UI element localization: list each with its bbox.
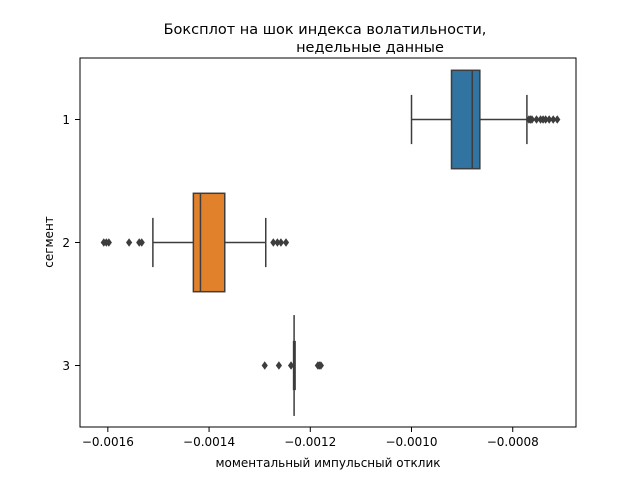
outlier-2-5	[138, 238, 145, 247]
outlier-2-9	[282, 238, 290, 247]
box-group-1	[410, 69, 561, 170]
outlier-1-9	[554, 115, 561, 124]
chart-title-line-2: недельные данные	[296, 40, 444, 56]
outlier-2-7	[274, 238, 281, 247]
outlier-3-2	[287, 361, 295, 370]
plot-content	[100, 69, 561, 416]
outlier-3-0	[261, 361, 268, 370]
outlier-2-3	[125, 238, 133, 247]
outlier-2-2	[105, 238, 112, 247]
outlier-2-6	[270, 238, 277, 247]
chart-title-line-1: Боксплот на шок индекса волатильности,	[164, 22, 487, 38]
outlier-1-6	[542, 115, 549, 124]
outlier-1-8	[550, 115, 557, 124]
box-group-2	[100, 192, 290, 293]
x-tick-label-0: −0.0016	[82, 435, 134, 449]
x-tick-label-2: −0.0012	[284, 435, 336, 449]
box-2	[192, 192, 226, 293]
outlier-3-1	[275, 361, 283, 370]
outlier-2-8	[277, 238, 285, 247]
x-axis: −0.0016 −0.0014 −0.0012 −0.0010 −0.0008	[82, 427, 539, 449]
x-axis-label: моментальный импульсный отклик	[215, 456, 440, 470]
outlier-1-2	[528, 115, 536, 124]
box-1	[450, 69, 481, 170]
x-tick-label-4: −0.0008	[487, 435, 539, 449]
outlier-3-5	[317, 361, 325, 370]
y-tick-label-0: 1	[62, 113, 70, 127]
x-tick-label-3: −0.0010	[385, 435, 437, 449]
outlier-1-7	[546, 115, 553, 124]
y-tick-label-2: 3	[62, 359, 70, 373]
y-axis-label: сегмент	[42, 216, 56, 268]
box-group-3	[261, 315, 325, 416]
y-tick-label-1: 2	[62, 236, 70, 250]
outlier-1-3	[533, 115, 540, 124]
y-axis: 1 2 3	[62, 113, 80, 373]
x-tick-label-1: −0.0014	[183, 435, 235, 449]
